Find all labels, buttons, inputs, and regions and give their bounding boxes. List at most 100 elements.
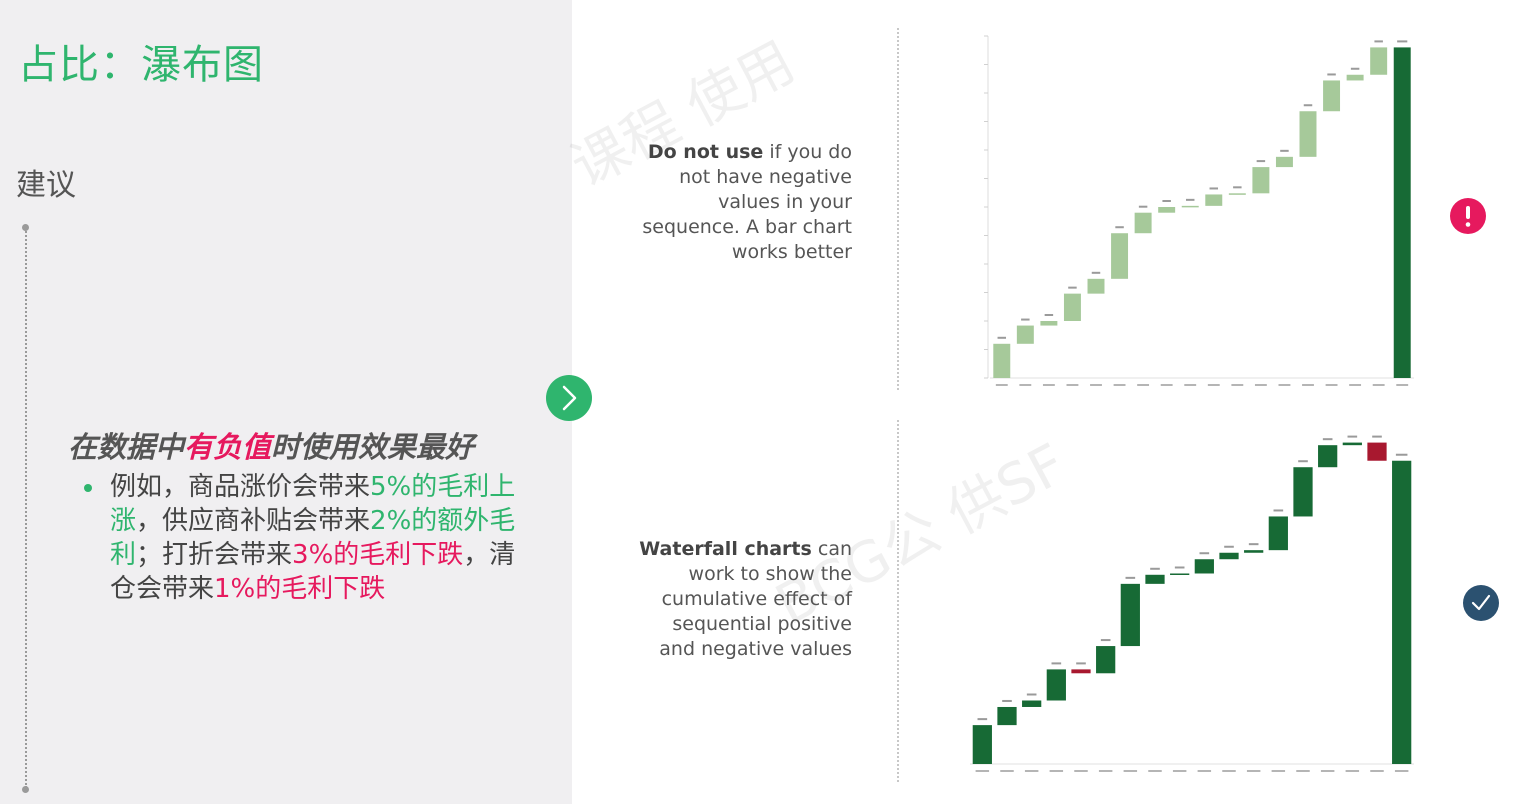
exclamation-icon: [1450, 198, 1486, 234]
x-tick-label: [975, 770, 990, 772]
bar-value-label: [1185, 198, 1195, 201]
headline-highlight: 有负值: [184, 430, 272, 464]
x-tick-label: [1049, 770, 1064, 772]
left-panel: [0, 0, 572, 804]
x-tick-label: [1271, 770, 1286, 772]
x-tick-label: [1184, 384, 1197, 386]
waterfall-bar-total: [1392, 460, 1412, 764]
bar-value-label: [1021, 318, 1030, 321]
bullet-segment: ；打折会带来: [136, 540, 293, 570]
bar-value-label: [1091, 271, 1101, 274]
bar-value-label: [1322, 438, 1333, 441]
waterfall-chart-positive-only: [984, 35, 1414, 386]
waterfall-bar-positive: [1022, 700, 1042, 707]
waterfall-bar-negative: [1367, 442, 1387, 461]
bar-value-label: [1150, 567, 1160, 570]
note-top: Do not use if you do not have negative v…: [632, 140, 852, 265]
bar-value-label: [1397, 40, 1408, 43]
waterfall-bar-positive: [1194, 559, 1214, 574]
headline: 在数据中有负值时使用效果最好: [68, 424, 474, 466]
bar-value-label: [1347, 435, 1358, 438]
bullet-segment: ，供应商补贴会带来: [136, 506, 371, 536]
waterfall-bar-total: [1393, 47, 1411, 379]
waterfall-bar-positive: [1268, 516, 1288, 551]
bar-value-label: [1303, 104, 1313, 107]
timeline-dot-top: [22, 224, 29, 231]
bullet-segment-positive: 5%的毛利上涨: [110, 472, 516, 536]
note-top-text: if you do not have negative values in yo…: [642, 141, 852, 263]
waterfall-bar-positive: [1063, 293, 1081, 321]
x-tick-label: [1000, 770, 1014, 772]
timeline-line: [25, 228, 27, 788]
note-bottom: Waterfall charts can work to show the cu…: [632, 537, 852, 662]
waterfall-bar-positive: [1205, 194, 1223, 206]
waterfall-bar-negative: [1071, 669, 1091, 674]
headline-after: 时使用效果最好: [271, 430, 475, 464]
bullet-segment-negative: 1%的毛利下跌: [214, 574, 386, 604]
bar-value-label: [1248, 543, 1259, 546]
x-tick-label: [1113, 384, 1126, 386]
waterfall-bar-positive: [1275, 156, 1293, 168]
waterfall-bar-positive: [1293, 467, 1313, 517]
bar-value-label: [1209, 187, 1219, 190]
waterfall-bar-positive: [1087, 278, 1105, 294]
waterfall-bar-positive: [1228, 193, 1246, 195]
bar-value-label: [1138, 205, 1148, 208]
bar-value-label: [1372, 435, 1382, 438]
x-tick-label: [1394, 770, 1409, 772]
x-tick-label: [1197, 770, 1212, 772]
bar-value-label: [977, 718, 988, 721]
bar-value-label: [1162, 200, 1171, 202]
x-tick-label: [1066, 384, 1079, 386]
note-top-bold: Do not use: [647, 141, 764, 163]
waterfall-bar-positive: [972, 725, 992, 764]
warning-badge: [1450, 198, 1486, 234]
x-tick-label: [1349, 384, 1362, 386]
x-tick-label: [1172, 770, 1187, 772]
next-button[interactable]: [546, 375, 592, 421]
waterfall-bar-positive: [1342, 442, 1362, 446]
x-tick-label: [1024, 770, 1039, 772]
waterfall-bar-positive: [1158, 207, 1176, 213]
bar-value-label: [1026, 693, 1037, 696]
bar-value-label: [1273, 509, 1284, 512]
divider-bottom: [897, 420, 899, 782]
bar-value-label: [1327, 73, 1336, 76]
x-tick-label: [1325, 384, 1338, 386]
section-label: 建议: [16, 168, 76, 203]
divider-top: [897, 28, 899, 390]
x-tick-label: [1254, 384, 1267, 386]
x-tick-label: [1231, 384, 1244, 386]
waterfall-bar-positive: [1219, 552, 1239, 560]
bar-value-label: [1100, 639, 1111, 642]
waterfall-bar-positive: [1120, 583, 1140, 647]
x-tick-label: [1160, 384, 1173, 386]
bar-value-label: [1224, 545, 1234, 548]
x-tick-label: [1123, 770, 1138, 772]
x-tick-label: [1396, 384, 1409, 386]
bar-value-label: [997, 336, 1007, 339]
bar-value-label: [1298, 460, 1308, 463]
headline-before: 在数据中: [68, 430, 185, 464]
check-badge: [1463, 585, 1499, 621]
bullet-dot-icon: [84, 484, 92, 492]
bar-value-label: [1199, 552, 1210, 555]
x-tick-label: [1302, 384, 1314, 386]
x-tick-label: [1137, 384, 1150, 386]
waterfall-bar-positive: [1346, 74, 1364, 81]
waterfall-bar-positive: [1252, 167, 1270, 194]
bar-value-label: [1076, 662, 1086, 665]
x-tick-label: [1074, 770, 1088, 772]
note-bottom-bold: Waterfall charts: [639, 538, 812, 560]
x-tick-label: [995, 384, 1008, 386]
bar-value-label: [1051, 662, 1062, 665]
x-tick-label: [1372, 384, 1385, 386]
bar-value-label: [1233, 186, 1242, 189]
x-tick-label: [1148, 770, 1162, 772]
waterfall-bar-positive: [1096, 646, 1116, 674]
bar-value-label: [1115, 226, 1124, 229]
x-tick-label: [1296, 770, 1310, 772]
bar-value-label: [1280, 149, 1289, 152]
bullet-segment-negative: 3%的毛利下跌: [292, 540, 464, 570]
waterfall-bar-positive: [1145, 574, 1165, 584]
